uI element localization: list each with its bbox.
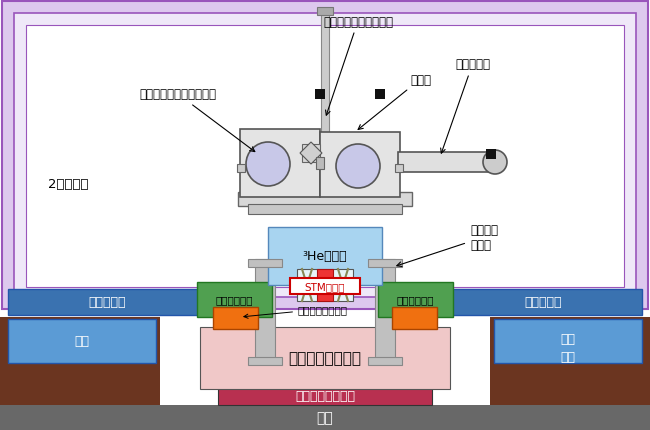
Bar bbox=[237, 165, 245, 172]
Bar bbox=[0, 317, 160, 405]
Bar bbox=[395, 165, 403, 172]
Bar bbox=[14, 14, 636, 297]
Bar bbox=[320, 133, 400, 197]
Bar bbox=[375, 259, 395, 364]
Bar bbox=[238, 193, 412, 206]
Text: パッシブ
除振台: パッシブ 除振台 bbox=[396, 224, 498, 267]
Text: 地下: 地下 bbox=[560, 333, 575, 346]
Bar bbox=[444, 289, 642, 315]
Text: 地上フロア: 地上フロア bbox=[525, 296, 562, 309]
Text: ハニカム定盤: ハニカム定盤 bbox=[215, 294, 253, 304]
Text: ³He冷凍機: ³He冷凍機 bbox=[303, 250, 347, 263]
Bar bbox=[490, 317, 650, 405]
Bar bbox=[368, 357, 402, 365]
Text: 地上フロア: 地上フロア bbox=[88, 296, 125, 309]
Bar bbox=[378, 283, 453, 317]
Text: 2重防音壁: 2重防音壁 bbox=[47, 178, 88, 191]
Bar bbox=[248, 259, 282, 267]
Text: 準備室: 準備室 bbox=[358, 74, 431, 130]
Bar bbox=[255, 259, 275, 364]
Circle shape bbox=[483, 150, 507, 175]
Bar bbox=[375, 90, 385, 100]
Circle shape bbox=[336, 144, 380, 189]
Bar bbox=[316, 158, 324, 169]
Bar bbox=[494, 319, 642, 363]
Bar bbox=[8, 319, 156, 363]
Bar bbox=[240, 130, 320, 197]
Text: STMヘッド: STMヘッド bbox=[305, 281, 345, 291]
Bar bbox=[8, 289, 206, 315]
Bar bbox=[315, 90, 325, 100]
Bar bbox=[200, 327, 450, 389]
Bar bbox=[368, 259, 402, 267]
Bar bbox=[486, 150, 496, 160]
Text: 走査型トンネル顕微鏡: 走査型トンネル顕微鏡 bbox=[323, 15, 393, 116]
Polygon shape bbox=[300, 143, 322, 165]
Bar bbox=[317, 8, 333, 16]
Bar bbox=[321, 10, 329, 135]
Bar bbox=[2, 2, 648, 309]
Bar bbox=[197, 283, 272, 317]
Text: ハニカム定盤: ハニカム定盤 bbox=[396, 294, 434, 304]
Bar bbox=[218, 387, 432, 405]
Text: 岩盤: 岩盤 bbox=[317, 410, 333, 424]
Bar bbox=[302, 144, 320, 163]
Bar bbox=[248, 357, 282, 365]
Bar bbox=[398, 153, 490, 172]
Bar bbox=[317, 269, 333, 301]
Bar bbox=[213, 307, 258, 329]
Bar bbox=[248, 205, 402, 215]
Bar bbox=[290, 278, 360, 294]
Bar bbox=[268, 227, 382, 286]
Circle shape bbox=[246, 143, 290, 187]
Bar bbox=[297, 269, 353, 301]
Text: アクティブ除振台: アクティブ除振台 bbox=[244, 304, 348, 319]
Text: コンクリート塊２: コンクリート塊２ bbox=[295, 390, 355, 402]
Bar bbox=[0, 405, 650, 430]
Text: コンクリート塊１: コンクリート塊１ bbox=[289, 351, 361, 366]
Text: 地下: 地下 bbox=[75, 335, 90, 348]
Text: 試料導入室: 試料導入室 bbox=[441, 58, 490, 154]
Bar bbox=[26, 26, 624, 287]
Text: 土壌: 土壌 bbox=[560, 351, 575, 364]
Text: パルスレーザー堆積装置: パルスレーザー堆積装置 bbox=[140, 88, 255, 152]
Bar bbox=[392, 307, 437, 329]
